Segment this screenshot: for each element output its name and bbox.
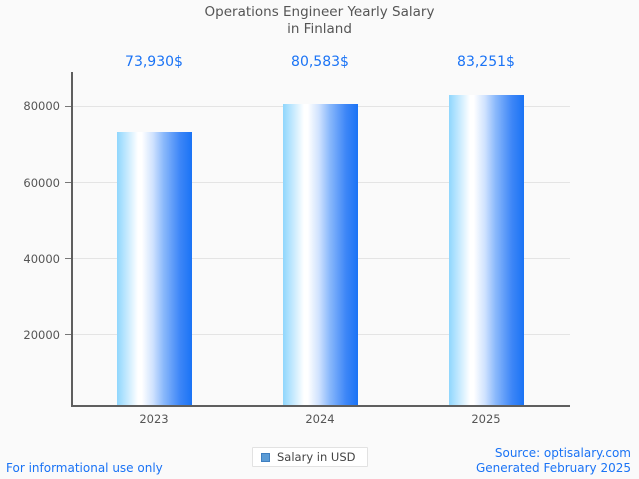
legend-item-label: Salary in USD [277,450,356,464]
plot-area [72,72,570,406]
y-tick-label-60000: 60000 [23,176,60,190]
y-tick-label-20000: 20000 [23,328,60,342]
y-tick-label-40000: 40000 [23,252,60,266]
x-tick-label-2024: 2024 [305,412,335,426]
y-axis-line [71,72,73,406]
bar-2024[interactable] [283,104,358,406]
bar-2025[interactable] [449,95,524,406]
x-axis-line [71,405,570,407]
x-tick-label-2023: 2023 [139,412,169,426]
x-tick-label-2025: 2025 [471,412,501,426]
value-label-2023: 73,930$ [125,54,183,70]
bar-2023[interactable] [117,132,192,406]
y-axis-tick-labels: 80000 60000 40000 20000 [0,0,60,479]
y-tick-mark-80000 [65,106,72,108]
chart-legend[interactable]: Salary in USD [252,447,368,467]
value-label-2024: 80,583$ [291,54,349,70]
chart-title: Operations Engineer Yearly Salary in Fin… [204,4,435,37]
legend-color-swatch-icon [261,452,270,462]
y-tick-label-80000: 80000 [23,99,60,113]
source-block: Source: optisalary.com Generated Februar… [476,446,631,476]
generated-date-text: Generated February 2025 [475,461,631,475]
y-tick-mark-40000 [65,258,72,260]
source-text: Source: optisalary.com [494,446,631,460]
disclaimer-text: For informational use only [6,461,163,475]
y-tick-mark-20000 [65,334,72,336]
y-tick-mark-60000 [65,182,72,184]
value-label-2025: 83,251$ [457,54,515,70]
